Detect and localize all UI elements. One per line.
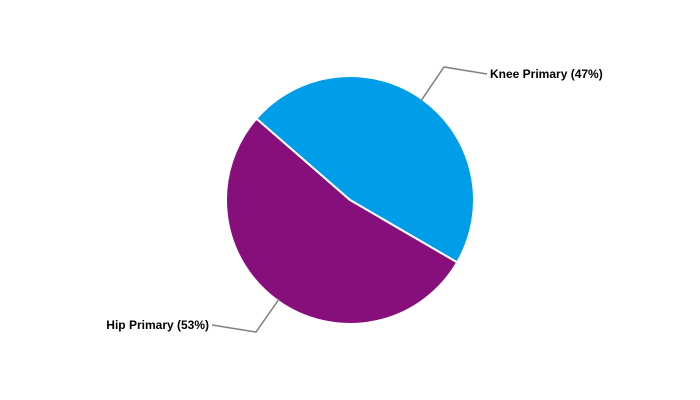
slice-label-hip-primary: Hip Primary (53%): [106, 318, 209, 332]
leader-line: [211, 298, 280, 333]
slice-label-knee-primary: Knee Primary (47%): [490, 67, 603, 81]
leader-line: [420, 66, 488, 102]
